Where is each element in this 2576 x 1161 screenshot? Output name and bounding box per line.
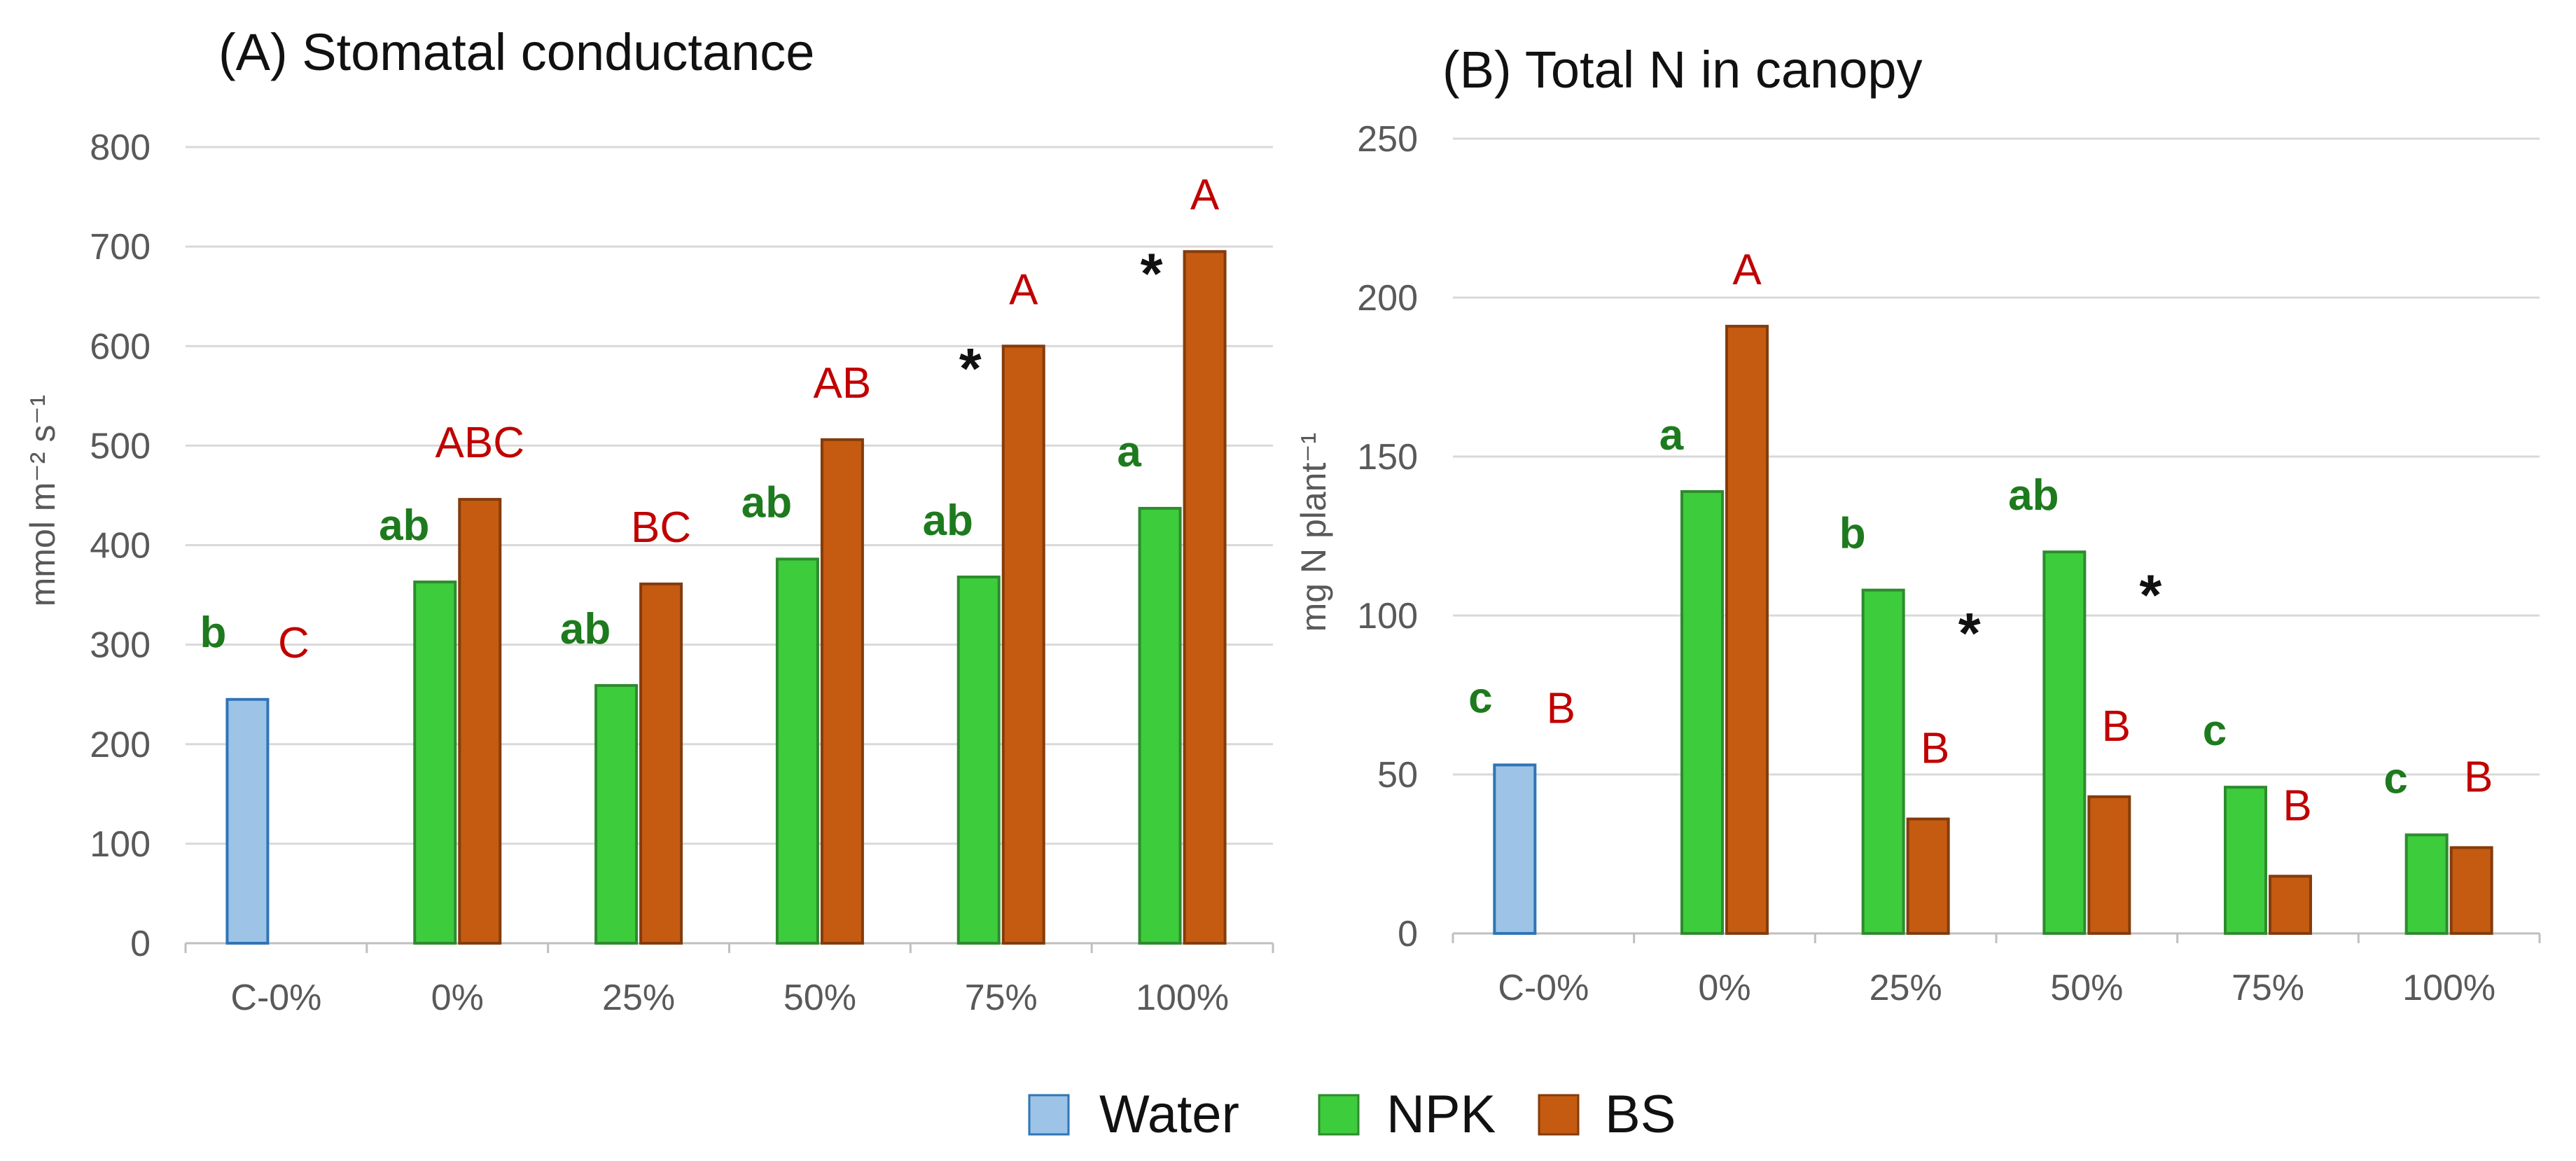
sig-letter-bs: ABC xyxy=(436,419,524,467)
y-tick-label: 0 xyxy=(130,924,151,964)
bar-npk xyxy=(775,557,819,945)
sig-letter-bs: B xyxy=(2283,781,2311,830)
x-tick-label: C-0% xyxy=(1498,968,1589,1008)
panel-a-annotations: C-0%b C0%abABC25%abBC50%abAB75%abA*100%aA… xyxy=(200,171,1229,1018)
bar-bs xyxy=(639,582,683,945)
bar-npk xyxy=(1680,489,1724,935)
y-tick-label: 200 xyxy=(90,725,151,765)
bar-npk xyxy=(594,683,639,945)
y-tick-label: 600 xyxy=(90,326,151,367)
sig-letter-npk: c xyxy=(1468,674,1492,722)
bar-npk xyxy=(1138,506,1182,945)
bar-water xyxy=(1493,763,1537,935)
sig-letter-npk: ab xyxy=(2008,471,2059,520)
sig-letter-bs: AB xyxy=(814,359,872,408)
bar-npk xyxy=(2404,833,2449,936)
bar-bs xyxy=(2449,846,2493,936)
legend-swatch-bs xyxy=(1538,1094,1580,1136)
y-tick-label: 100 xyxy=(90,824,151,865)
significance-star: * xyxy=(1141,242,1163,306)
sig-letter-bs: BC xyxy=(631,503,691,552)
bar-bs xyxy=(1725,324,1769,935)
bar-bs xyxy=(458,498,502,945)
bar-water xyxy=(225,697,270,945)
sig-letter-bs: A xyxy=(1009,265,1038,314)
x-tick-label: 0% xyxy=(1698,968,1750,1008)
y-tick-label: 50 xyxy=(1377,755,1418,795)
y-tick-label: 400 xyxy=(90,526,151,566)
panel-b-gridlines: 0 50 100 150 200 250 xyxy=(1357,119,2541,954)
y-tick-label: 800 xyxy=(90,127,151,168)
x-tick-label: 50% xyxy=(784,978,856,1018)
bar-npk xyxy=(1861,588,1905,935)
y-tick-label: 300 xyxy=(90,625,151,666)
x-tick-label: 25% xyxy=(1870,968,1942,1008)
panel-b-total-n: (B) Total N in canopy mg N plant⁻¹ 0 50 10… xyxy=(1294,41,2541,1008)
bar-bs xyxy=(2087,795,2131,936)
sig-letter-bs: A xyxy=(1190,171,1220,219)
sig-letter-npk: ab xyxy=(379,501,429,550)
legend-label-water: Water xyxy=(1099,1085,1239,1144)
y-tick-label: 500 xyxy=(90,426,151,466)
significance-star: * xyxy=(2139,564,2161,627)
bar-npk xyxy=(956,575,1001,945)
legend-swatch-water xyxy=(1028,1094,1070,1136)
y-tick-label: 700 xyxy=(90,227,151,267)
sig-letter-bs: B xyxy=(1547,684,1575,732)
panel-b-title: (B) Total N in canopy xyxy=(1442,41,1923,99)
x-tick-label: 25% xyxy=(602,978,675,1018)
panel-a-title: (A) Stomatal conductance xyxy=(218,23,814,81)
sig-letter-npk: c xyxy=(2203,707,2227,755)
sig-letter-npk: a xyxy=(1117,428,1141,476)
legend-label-bs: BS xyxy=(1605,1085,1676,1144)
bar-bs xyxy=(1183,250,1227,945)
sig-letter-npk: ab xyxy=(742,478,792,527)
y-tick-label: 150 xyxy=(1357,437,1418,478)
x-tick-label: 100% xyxy=(1136,978,1229,1018)
x-tick-label: C-0% xyxy=(230,978,321,1018)
bar-bs xyxy=(2269,875,2312,936)
sig-letter-bs: B xyxy=(2102,702,2131,751)
panel-b-annotations: C-0% c B 0% a A 25% b B * 50% ab B * 75% c B 100% c B xyxy=(1468,246,2495,1008)
sig-letter-npk: ab xyxy=(923,496,973,545)
bar-bs xyxy=(820,438,864,945)
panel-a-gridlines: 0 100 200 300 400 500 600 700 800 xyxy=(90,127,1274,964)
sig-letter-npk: a xyxy=(1659,411,1684,459)
sig-letter-bs: B xyxy=(1921,725,1949,773)
x-tick-label: 75% xyxy=(965,978,1038,1018)
sig-letter-npk: ab xyxy=(560,605,611,653)
y-tick-label: 200 xyxy=(1357,278,1418,319)
panel-b-ylabel: mg N plant⁻¹ xyxy=(1294,433,1333,632)
sig-letter-npk: c xyxy=(2383,754,2407,802)
legend: Water NPK BS xyxy=(1028,1085,1676,1144)
bar-npk xyxy=(2042,550,2087,935)
sig-letter-bs: B xyxy=(2464,753,2493,801)
bar-npk xyxy=(413,580,457,945)
legend-swatch-npk xyxy=(1318,1094,1360,1136)
significance-star: * xyxy=(959,337,982,401)
legend-label-npk: NPK xyxy=(1386,1085,1496,1144)
y-tick-label: 100 xyxy=(1357,596,1418,637)
panel-a-stomatal-conductance: (A) Stomatal conductance mmol m⁻² s⁻¹ 0 1… xyxy=(23,23,1274,1018)
significance-star: * xyxy=(1958,602,1981,666)
sig-letter-bs: C xyxy=(278,619,309,667)
sig-letter-bs: A xyxy=(1732,246,1762,294)
sig-letter-npk: b xyxy=(1839,510,1866,558)
bar-npk xyxy=(2224,786,2267,936)
bar-bs xyxy=(1001,345,1045,945)
y-tick-label: 250 xyxy=(1357,119,1418,160)
x-tick-label: 75% xyxy=(2232,968,2304,1008)
bar-bs xyxy=(1906,817,1950,936)
x-tick-label: 50% xyxy=(2050,968,2123,1008)
panel-a-bars xyxy=(225,250,1227,945)
sig-letter-npk: b xyxy=(200,609,226,657)
y-tick-label: 0 xyxy=(1398,914,1418,954)
panel-a-ylabel: mmol m⁻² s⁻¹ xyxy=(23,395,62,607)
x-tick-label: 100% xyxy=(2402,968,2495,1008)
panel-b-bars xyxy=(1493,324,2493,936)
x-tick-label: 0% xyxy=(431,978,484,1018)
